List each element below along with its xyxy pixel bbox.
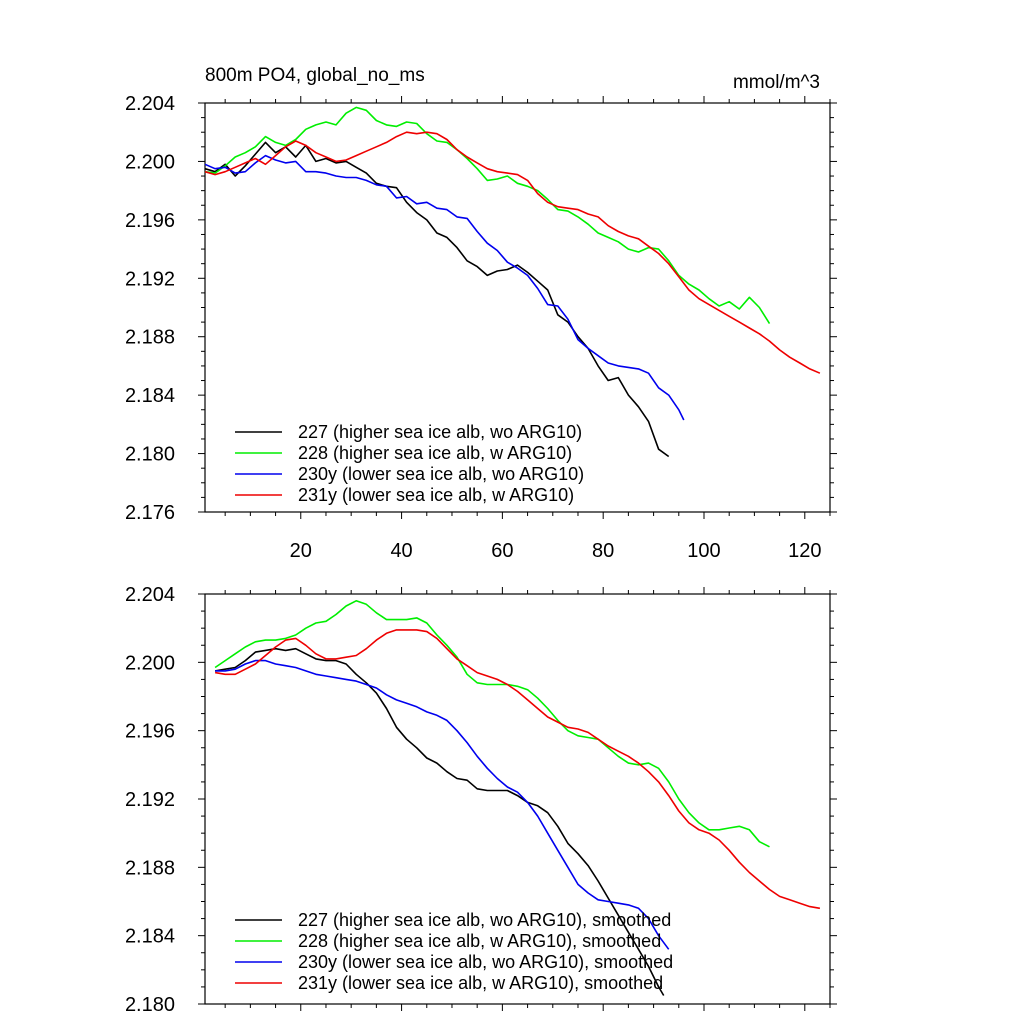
series-line-2: [214, 600, 770, 848]
series-line-2: [204, 106, 771, 325]
y-tick-label: 2.204: [125, 584, 175, 606]
chart-panel-2: 2.180 2.184 2.188 2.192 2.196 2.200 2.204 227 (…: [125, 584, 837, 1016]
x-tick-label: 60: [491, 540, 513, 562]
units-label: mmol/m^3: [733, 72, 820, 93]
legend-label: 228 (higher sea ice alb, w ARG10): [298, 443, 572, 463]
x-tick-label: 40: [390, 540, 412, 562]
chart-title: 800m PO4, global_no_ms: [205, 65, 425, 86]
x-tick-label: 120: [788, 540, 821, 562]
y-tick-label: 2.196: [125, 721, 175, 743]
legend-label: 231y (lower sea ice alb, w ARG10), smoot…: [298, 973, 663, 993]
y-tick-label: 2.188: [125, 327, 175, 349]
legend: 227 (higher sea ice alb, wo ARG10)228 (h…: [235, 422, 584, 505]
legend-label: 228 (higher sea ice alb, w ARG10), smoot…: [298, 931, 661, 951]
y-tick-label: 2.188: [125, 857, 175, 879]
legend-label: 227 (higher sea ice alb, wo ARG10): [298, 422, 582, 442]
series-line-1: [214, 647, 665, 996]
y-tick-label: 2.204: [125, 93, 175, 115]
x-tick-label: 100: [687, 540, 720, 562]
y-tick-label: 2.200: [125, 151, 175, 173]
legend-label: 230y (lower sea ice alb, wo ARG10): [298, 464, 584, 484]
series-line-3: [215, 659, 670, 950]
legend-label: 227 (higher sea ice alb, wo ARG10), smoo…: [298, 910, 671, 930]
y-tick-label: 2.196: [125, 210, 175, 232]
y-tick-label: 2.184: [125, 385, 175, 407]
series-line-4: [214, 629, 821, 910]
y-tick-label: 2.180: [125, 444, 175, 466]
x-tick-label: 80: [592, 540, 614, 562]
legend-label: 231y (lower sea ice alb, w ARG10): [298, 485, 574, 505]
y-tick-label: 2.180: [125, 994, 175, 1016]
legend-label: 230y (lower sea ice alb, wo ARG10), smoo…: [298, 952, 673, 972]
x-tick-label: 20: [290, 540, 312, 562]
series-line-4: [204, 131, 821, 374]
y-tick-label: 2.192: [125, 268, 175, 290]
legend: 227 (higher sea ice alb, wo ARG10), smoo…: [235, 910, 673, 993]
y-tick-label: 2.200: [125, 652, 175, 674]
y-tick-label: 2.192: [125, 789, 175, 811]
series-line-3: [204, 154, 685, 421]
y-tick-label: 2.184: [125, 926, 175, 948]
chart-panel-1: 20 40 60 80 100 120 2.176 2.180 2.184 2.188 2.192 2…: [125, 65, 837, 562]
y-tick-label: 2.176: [125, 502, 175, 524]
series-line-1: [204, 141, 670, 458]
